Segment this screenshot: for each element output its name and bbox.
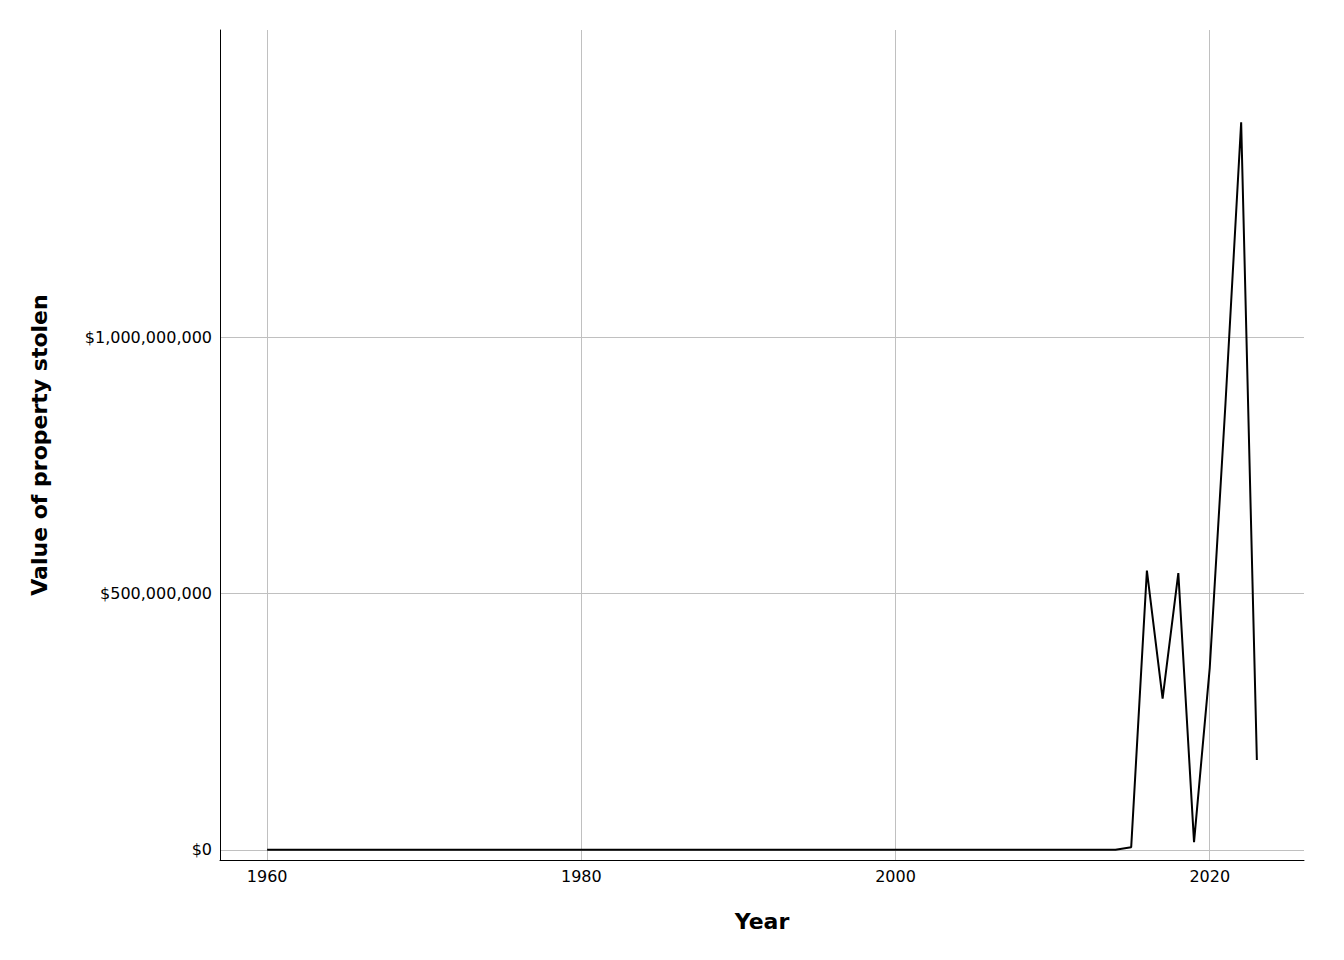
svg-text:2020: 2020 xyxy=(1189,867,1230,886)
svg-text:Year: Year xyxy=(734,909,790,934)
svg-text:$0: $0 xyxy=(192,840,212,859)
svg-text:1980: 1980 xyxy=(561,867,602,886)
svg-text:2000: 2000 xyxy=(875,867,916,886)
svg-text:$500,000,000: $500,000,000 xyxy=(100,584,212,603)
svg-text:1960: 1960 xyxy=(247,867,288,886)
svg-text:$1,000,000,000: $1,000,000,000 xyxy=(85,328,212,347)
svg-text:Value of property stolen: Value of property stolen xyxy=(27,294,52,595)
